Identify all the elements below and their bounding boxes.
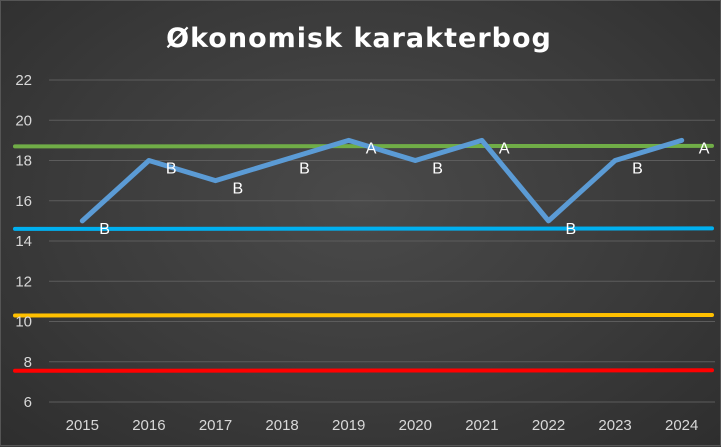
x-tick-label: 2024 bbox=[665, 417, 698, 434]
x-tick-label: 2015 bbox=[66, 417, 99, 434]
chart-title: Økonomisk karakterbog bbox=[166, 23, 552, 54]
data-label: B bbox=[233, 181, 244, 198]
y-tick-label: 20 bbox=[15, 112, 32, 129]
reference-line bbox=[13, 368, 714, 373]
data-label: B bbox=[166, 161, 177, 178]
x-axis-ticks: 2015 2016 2017 2018 2019 2020 2021 2022 2023 2024 bbox=[66, 417, 699, 434]
x-tick-label: 2020 bbox=[399, 417, 432, 434]
y-tick-label: 14 bbox=[15, 233, 32, 250]
reference-lines bbox=[13, 143, 714, 373]
data-label: B bbox=[566, 221, 577, 238]
y-tick-label: 18 bbox=[15, 153, 32, 170]
x-tick-label: 2016 bbox=[132, 417, 165, 434]
reference-line bbox=[13, 312, 714, 318]
data-label: B bbox=[432, 161, 443, 178]
y-tick-label: 22 bbox=[15, 72, 32, 89]
data-label: B bbox=[299, 161, 310, 178]
y-tick-label: 12 bbox=[15, 273, 32, 290]
data-label: B bbox=[99, 221, 110, 238]
data-label: B bbox=[632, 161, 643, 178]
x-tick-label: 2022 bbox=[532, 417, 565, 434]
data-label: A bbox=[366, 140, 377, 157]
grid-lines bbox=[49, 79, 715, 403]
data-label: A bbox=[499, 140, 510, 157]
x-tick-label: 2023 bbox=[598, 417, 631, 434]
series-lines bbox=[79, 137, 685, 224]
x-tick-label: 2019 bbox=[332, 417, 365, 434]
series-line bbox=[79, 137, 685, 224]
reference-line bbox=[13, 226, 714, 231]
y-tick-label: 10 bbox=[15, 314, 32, 331]
x-tick-label: 2021 bbox=[465, 417, 498, 434]
y-tick-label: 6 bbox=[24, 394, 32, 411]
x-tick-label: 2018 bbox=[265, 417, 298, 434]
x-tick-label: 2017 bbox=[199, 417, 232, 434]
y-tick-label: 8 bbox=[24, 354, 32, 371]
y-axis-ticks: 6 8 10 12 14 16 18 20 22 bbox=[15, 72, 32, 411]
data-labels: B B B B A B A B B A bbox=[99, 140, 709, 238]
data-label: A bbox=[699, 140, 710, 157]
y-tick-label: 16 bbox=[15, 193, 32, 210]
